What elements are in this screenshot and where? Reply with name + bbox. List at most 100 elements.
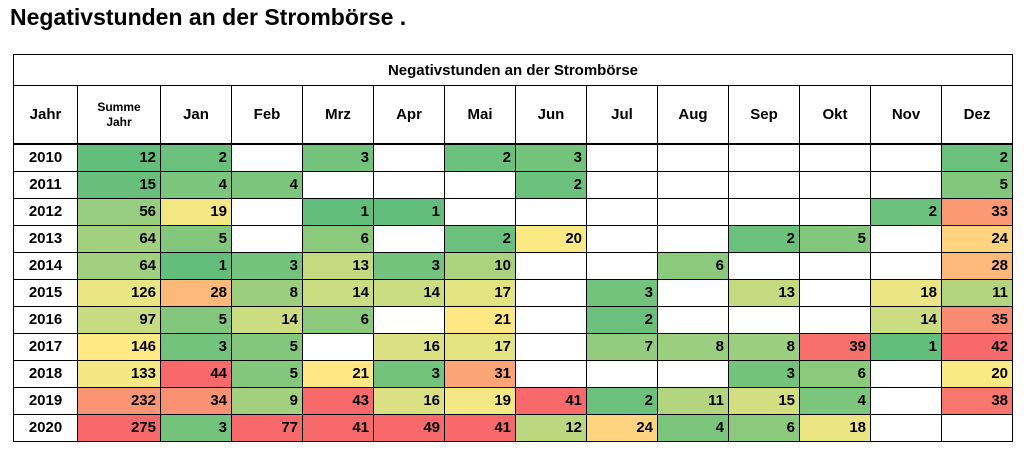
year-cell: 2015 bbox=[13, 278, 78, 307]
month-value-cell: 14 bbox=[302, 278, 374, 307]
table-row: 2017 146 3 5 16 17 7 8 8 39 1 42 bbox=[13, 332, 1013, 361]
column-header-jul: Jul bbox=[586, 85, 658, 145]
month-value-cell: 2 bbox=[870, 197, 942, 226]
month-value-cell: 20 bbox=[515, 224, 587, 253]
month-value-cell: 9 bbox=[231, 386, 303, 415]
column-header-summe-jahr: Summe Jahr bbox=[77, 85, 161, 145]
month-value-cell: 6 bbox=[302, 224, 374, 253]
month-value-cell bbox=[657, 170, 729, 199]
negative-hours-table: Negativstunden an der Strombörse Jahr Sum… bbox=[13, 54, 1013, 442]
annual-total-cell: 133 bbox=[77, 359, 161, 388]
month-value-cell: 41 bbox=[444, 413, 516, 442]
table-row: 2014 64 1 3 13 3 10 6 28 bbox=[13, 251, 1013, 280]
month-value-cell: 14 bbox=[231, 305, 303, 334]
month-value-cell bbox=[586, 251, 658, 280]
month-value-cell: 4 bbox=[160, 170, 232, 199]
month-value-cell bbox=[373, 143, 445, 172]
month-value-cell: 4 bbox=[231, 170, 303, 199]
month-value-cell: 43 bbox=[302, 386, 374, 415]
month-value-cell bbox=[586, 224, 658, 253]
month-value-cell: 28 bbox=[160, 278, 232, 307]
month-value-cell bbox=[728, 251, 800, 280]
month-value-cell bbox=[657, 359, 729, 388]
month-value-cell bbox=[515, 251, 587, 280]
column-header-apr: Apr bbox=[373, 85, 445, 145]
year-cell: 2017 bbox=[13, 332, 78, 361]
month-value-cell bbox=[728, 143, 800, 172]
annual-total-cell: 275 bbox=[77, 413, 161, 442]
annual-total-cell: 56 bbox=[77, 197, 161, 226]
month-value-cell: 44 bbox=[160, 359, 232, 388]
month-value-cell: 1 bbox=[373, 197, 445, 226]
column-header-sep: Sep bbox=[728, 85, 800, 145]
month-value-cell: 3 bbox=[373, 251, 445, 280]
month-value-cell: 33 bbox=[941, 197, 1013, 226]
month-value-cell bbox=[302, 170, 374, 199]
month-value-cell bbox=[444, 170, 516, 199]
year-cell: 2012 bbox=[13, 197, 78, 226]
month-value-cell: 8 bbox=[657, 332, 729, 361]
annual-total-cell: 64 bbox=[77, 251, 161, 280]
column-header-okt: Okt bbox=[799, 85, 871, 145]
month-value-cell: 8 bbox=[231, 278, 303, 307]
month-value-cell bbox=[373, 170, 445, 199]
year-cell: 2010 bbox=[13, 143, 78, 172]
month-value-cell: 2 bbox=[586, 386, 658, 415]
table-row: 2020 275 3 77 41 49 41 12 24 4 6 18 bbox=[13, 413, 1013, 442]
month-value-cell: 2 bbox=[444, 143, 516, 172]
month-value-cell: 11 bbox=[941, 278, 1013, 307]
month-value-cell bbox=[657, 143, 729, 172]
annual-total-cell: 12 bbox=[77, 143, 161, 172]
annual-total-cell: 232 bbox=[77, 386, 161, 415]
month-value-cell: 5 bbox=[231, 359, 303, 388]
month-value-cell: 14 bbox=[373, 278, 445, 307]
column-header-dez: Dez bbox=[941, 85, 1013, 145]
month-value-cell bbox=[870, 359, 942, 388]
table-row: 2016 97 5 14 6 21 2 14 35 bbox=[13, 305, 1013, 334]
month-value-cell bbox=[870, 386, 942, 415]
table-row: 2015 126 28 8 14 14 17 3 13 18 11 bbox=[13, 278, 1013, 307]
month-value-cell bbox=[231, 143, 303, 172]
month-value-cell: 49 bbox=[373, 413, 445, 442]
month-value-cell bbox=[728, 170, 800, 199]
month-value-cell: 3 bbox=[373, 359, 445, 388]
month-value-cell: 2 bbox=[728, 224, 800, 253]
month-value-cell: 10 bbox=[444, 251, 516, 280]
month-value-cell bbox=[870, 170, 942, 199]
month-value-cell bbox=[657, 278, 729, 307]
column-header-nov: Nov bbox=[870, 85, 942, 145]
month-value-cell: 21 bbox=[444, 305, 516, 334]
month-value-cell bbox=[799, 170, 871, 199]
month-value-cell: 19 bbox=[160, 197, 232, 226]
month-value-cell bbox=[515, 278, 587, 307]
year-cell: 2013 bbox=[13, 224, 78, 253]
month-value-cell: 21 bbox=[302, 359, 374, 388]
month-value-cell: 17 bbox=[444, 278, 516, 307]
month-value-cell: 18 bbox=[799, 413, 871, 442]
month-value-cell bbox=[515, 359, 587, 388]
month-value-cell bbox=[799, 278, 871, 307]
month-value-cell bbox=[657, 224, 729, 253]
month-value-cell bbox=[515, 332, 587, 361]
month-value-cell: 7 bbox=[586, 332, 658, 361]
month-value-cell bbox=[870, 413, 942, 442]
month-value-cell: 20 bbox=[941, 359, 1013, 388]
year-cell: 2018 bbox=[13, 359, 78, 388]
month-value-cell: 5 bbox=[160, 224, 232, 253]
table-row: 2010 12 2 3 2 3 2 bbox=[13, 143, 1013, 172]
month-value-cell: 2 bbox=[160, 143, 232, 172]
column-header-jahr: Jahr bbox=[13, 85, 78, 145]
month-value-cell bbox=[586, 143, 658, 172]
column-header-feb: Feb bbox=[231, 85, 303, 145]
year-cell: 2020 bbox=[13, 413, 78, 442]
year-cell: 2016 bbox=[13, 305, 78, 334]
column-header-aug: Aug bbox=[657, 85, 729, 145]
month-value-cell bbox=[586, 359, 658, 388]
month-value-cell bbox=[231, 197, 303, 226]
month-value-cell: 2 bbox=[444, 224, 516, 253]
column-header-mrz: Mrz bbox=[302, 85, 374, 145]
month-value-cell: 4 bbox=[657, 413, 729, 442]
month-value-cell bbox=[373, 305, 445, 334]
header-row: Jahr Summe Jahr Jan Feb Mrz Apr Mai Jun Jul Aug Sep… bbox=[13, 85, 1013, 145]
month-value-cell: 3 bbox=[160, 332, 232, 361]
